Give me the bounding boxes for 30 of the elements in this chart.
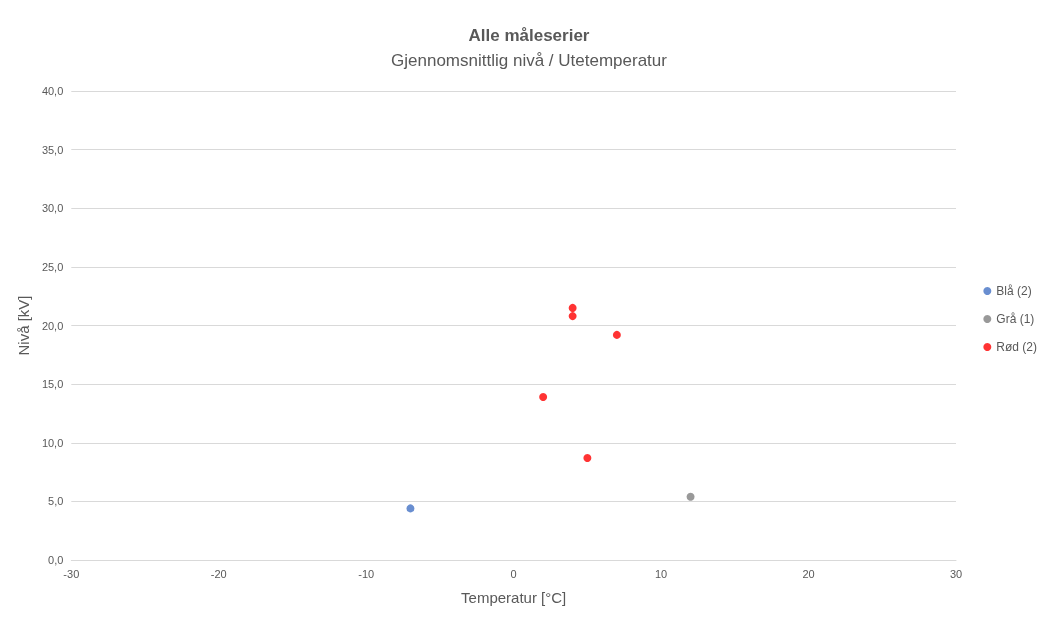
point xyxy=(568,303,577,312)
legend-label: Rød (2) xyxy=(996,340,1037,354)
legend-label: Grå (1) xyxy=(996,312,1035,326)
x-tick-label: -30 xyxy=(63,567,80,580)
chart-subtitle: Gjennomsnittlig nivå / Utetemperatur xyxy=(391,51,668,70)
x-tick-label: -10 xyxy=(358,567,375,580)
y-tick-label: 20,0 xyxy=(41,319,64,332)
point xyxy=(583,453,592,462)
y-tick-label: 25,0 xyxy=(41,260,64,273)
y-tick-label: 10,0 xyxy=(41,436,64,449)
x-tick-label: 10 xyxy=(654,567,668,580)
y-tick-label: 40,0 xyxy=(41,85,64,97)
point xyxy=(539,393,548,402)
y-tick-label: 5,0 xyxy=(48,495,64,508)
x-tick-label: -20 xyxy=(210,567,227,580)
y-tick-label: 0,0 xyxy=(48,554,64,566)
y-tick-label: 35,0 xyxy=(41,143,64,156)
point xyxy=(686,492,695,501)
x-tick-label: 30 xyxy=(949,567,963,580)
y-tick-label: 15,0 xyxy=(41,378,64,391)
chart-title: Alle måleserier xyxy=(468,26,590,45)
legend-label: Blå (2) xyxy=(996,284,1032,298)
point xyxy=(568,312,577,321)
x-tick-label: 0 xyxy=(510,567,517,580)
x-axis-title: Temperatur [°C] xyxy=(461,589,567,606)
y-tick-label: 30,0 xyxy=(41,202,64,215)
x-tick-label: 20 xyxy=(802,567,815,580)
point xyxy=(406,504,415,513)
point xyxy=(612,330,621,339)
y-axis-title: Nivå [kV] xyxy=(15,295,32,356)
